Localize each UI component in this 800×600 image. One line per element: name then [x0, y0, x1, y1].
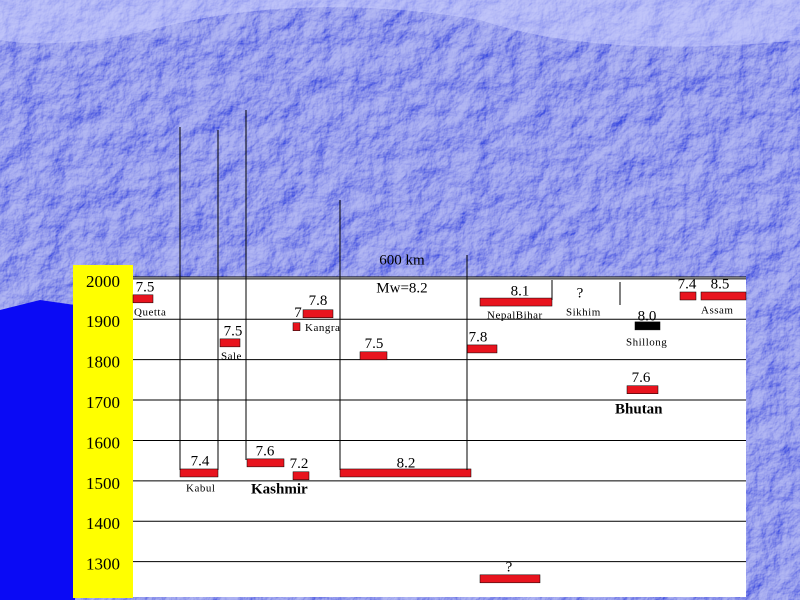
unknown-label: ? — [577, 285, 584, 301]
magnitude-label: 7.2 — [290, 456, 309, 472]
plateau — [0, 0, 800, 47]
place-label: Quetta — [134, 306, 166, 318]
chart-area — [133, 277, 746, 597]
y-tick-label: 1500 — [86, 474, 120, 493]
rupture-bar — [246, 458, 285, 468]
magnitude-label: 7.4 — [191, 453, 210, 469]
rupture-bar — [132, 294, 154, 304]
rupture-bar — [634, 321, 661, 331]
magnitude-label: ? — [506, 559, 513, 575]
scale-label: 600 km — [379, 252, 425, 268]
magnitude-label: 8.2 — [397, 455, 416, 471]
magnitude-label: 7.8 — [469, 329, 488, 345]
rupture-bar — [302, 309, 334, 319]
sea — [0, 300, 75, 600]
place-label: Kangra — [305, 322, 340, 334]
magnitude-label: 7.5 — [365, 336, 384, 352]
magnitude-label: 7.5 — [224, 323, 243, 339]
region-label: Kashmir — [251, 481, 308, 497]
place-label: Shillong — [626, 336, 667, 348]
axis-band — [73, 265, 133, 598]
place-label: Sikhim — [566, 307, 601, 319]
rupture-bar — [479, 297, 553, 307]
magnitude-label: 8.1 — [511, 283, 530, 299]
y-tick-label: 1300 — [86, 555, 120, 574]
rupture-bar — [179, 468, 219, 478]
rupture-bar — [292, 471, 310, 481]
place-label: NepalBihar — [487, 310, 543, 322]
magnitude-label: 7 — [294, 305, 302, 321]
rupture-bar — [679, 291, 697, 301]
region-label: Bhutan — [615, 401, 663, 417]
place-label: Sale — [221, 350, 242, 362]
rupture-bar — [466, 344, 498, 354]
magnitude-label: 8.0 — [638, 308, 657, 324]
y-tick-label: 1600 — [86, 433, 120, 452]
place-label: Assam — [701, 305, 733, 317]
y-tick-label: 1400 — [86, 514, 120, 533]
rupture-bar — [219, 338, 241, 348]
section-lines — [179, 110, 621, 470]
magnitude-label: 7.6 — [256, 443, 275, 459]
rupture-bar — [700, 291, 747, 301]
overlay: 2000 1900 1800 1700 1600 1500 1400 1300 7.5 Quett… — [86, 272, 747, 584]
magnitude-label: 7.6 — [632, 370, 651, 386]
magnitude-label: 7.8 — [309, 293, 328, 309]
y-tick-label: 1900 — [86, 312, 120, 331]
rupture-bar — [292, 322, 301, 331]
y-tick-label: 2000 — [86, 272, 120, 291]
magnitude-label: 7.4 — [678, 276, 697, 292]
rupture-bar — [359, 351, 388, 361]
y-tick-label: 1800 — [86, 353, 120, 372]
rupture-bar — [479, 574, 541, 584]
magnitude-label: Mw=8.2 — [376, 280, 427, 296]
rupture-bar — [626, 385, 659, 394]
rupture-bar — [339, 468, 472, 478]
place-label: Kabul — [186, 482, 215, 494]
y-tick-label: 1700 — [86, 393, 120, 412]
magnitude-label: 7.5 — [136, 279, 155, 295]
magnitude-label: 8.5 — [711, 276, 730, 292]
